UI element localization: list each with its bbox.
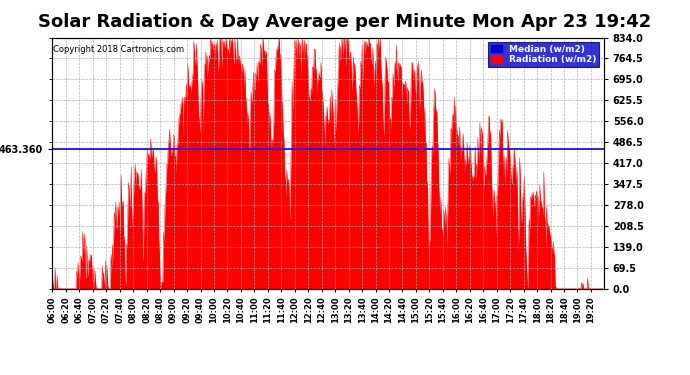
Legend: Median (w/m2), Radiation (w/m2): Median (w/m2), Radiation (w/m2) bbox=[489, 42, 599, 67]
Text: Copyright 2018 Cartronics.com: Copyright 2018 Cartronics.com bbox=[53, 45, 184, 54]
Text: Solar Radiation & Day Average per Minute Mon Apr 23 19:42: Solar Radiation & Day Average per Minute… bbox=[39, 13, 651, 31]
